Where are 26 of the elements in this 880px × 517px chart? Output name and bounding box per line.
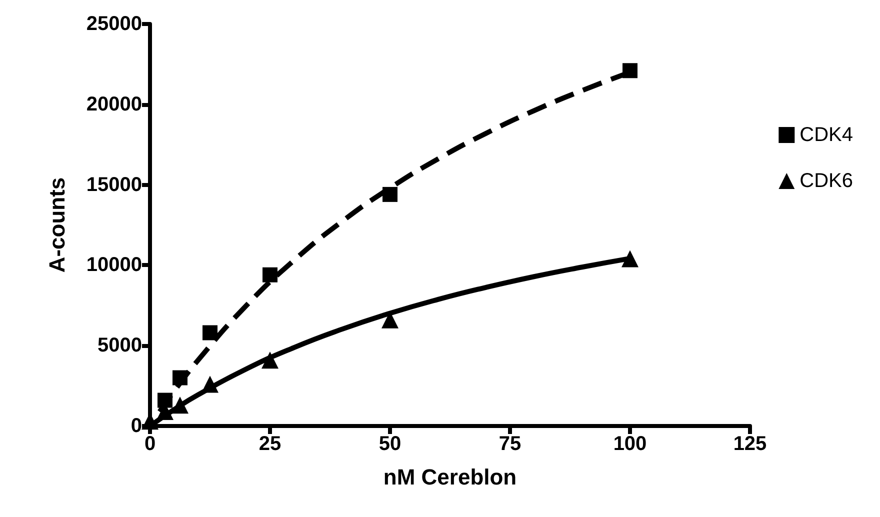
y-tick-label: 25000 <box>86 13 142 35</box>
point <box>382 186 398 202</box>
point <box>622 63 638 78</box>
x-tick-label: 100 <box>613 433 647 455</box>
legend-label: CDK4 <box>800 124 854 146</box>
y-tick-label: 15000 <box>86 174 142 196</box>
point <box>172 396 188 414</box>
x-axis-title: nM Cereblon <box>383 464 517 490</box>
x-tick-label: 25 <box>258 433 282 455</box>
point <box>202 376 218 393</box>
point <box>262 267 278 282</box>
legend-label: CDK6 <box>800 170 854 192</box>
x-tick-label: 50 <box>378 433 402 455</box>
point <box>172 370 188 386</box>
y-tick-label: 0 <box>130 415 142 437</box>
point <box>622 250 638 268</box>
x-tick-label: 125 <box>733 433 767 455</box>
y-tick-label: 5000 <box>98 334 142 357</box>
y-tick-label: 10000 <box>86 254 142 276</box>
x-tick-label: 75 <box>498 433 522 455</box>
point <box>262 352 278 369</box>
point <box>158 392 172 408</box>
y-axis-title: A-counts <box>44 177 70 273</box>
point <box>202 325 218 340</box>
x-tick-label: 0 <box>144 433 156 455</box>
y-tick-label: 20000 <box>86 93 142 116</box>
